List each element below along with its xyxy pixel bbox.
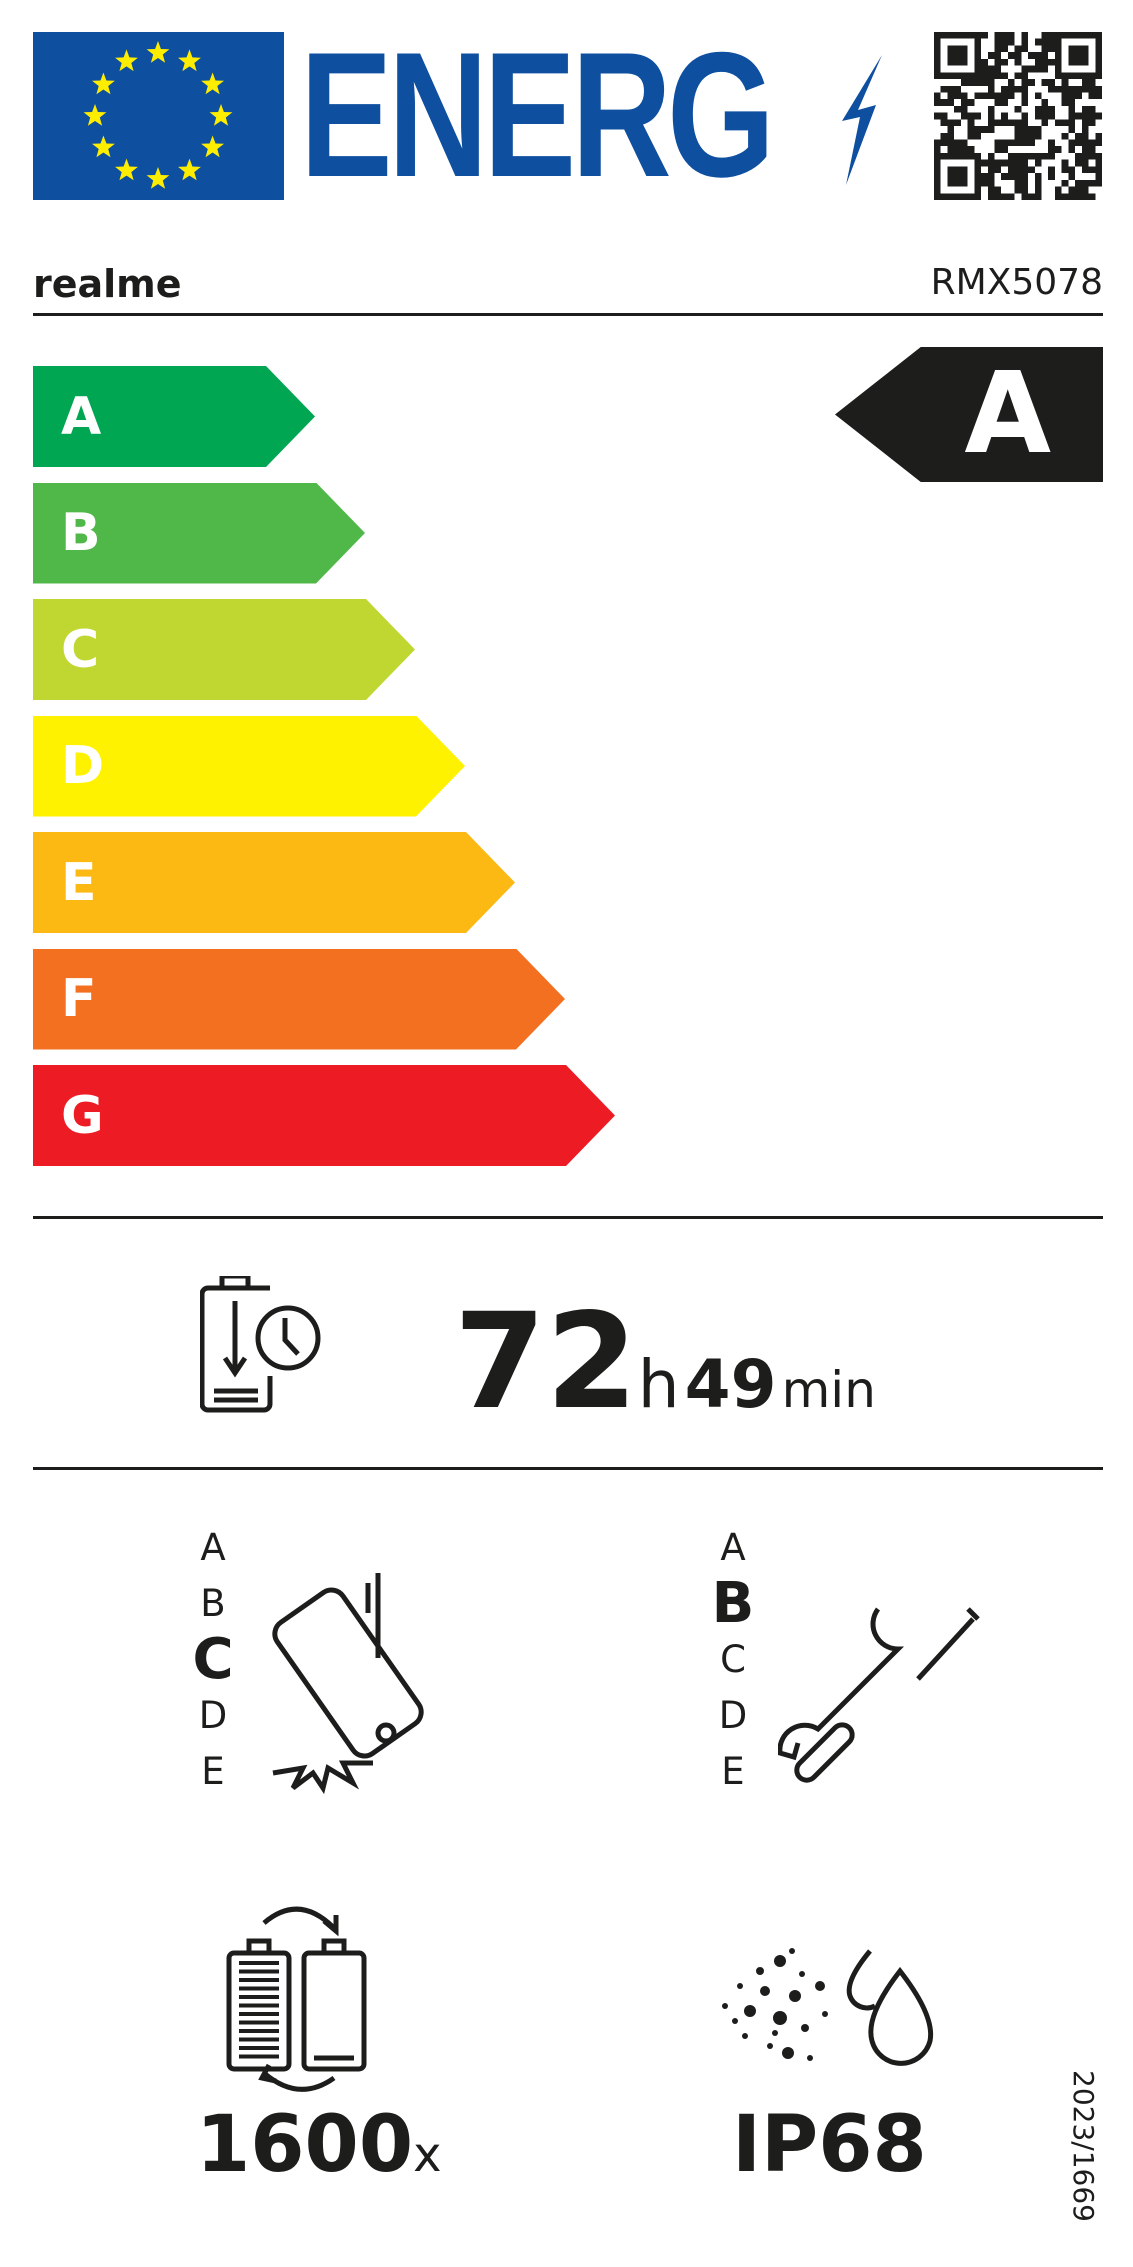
energy-class-bar-e: E	[33, 832, 515, 933]
minutes-unit: min	[781, 1361, 876, 1419]
energy-class-label: C	[61, 619, 100, 680]
energy-class-bar-c: C	[33, 599, 415, 700]
hours-unit: h	[637, 1346, 680, 1423]
energy-class-label: D	[61, 736, 105, 796]
star-icon	[83, 104, 107, 126]
cycles-unit: x	[413, 2127, 442, 2183]
scale-letter: B	[711, 1571, 755, 1636]
divider	[33, 1216, 1103, 1219]
scale-letter: D	[198, 1694, 228, 1737]
energy-class-bar-a: A	[33, 366, 315, 467]
lightning-icon	[842, 55, 882, 185]
energy-logo: ENERG	[300, 15, 775, 214]
energy-class-bar-g: G	[33, 1065, 615, 1166]
model-identifier: RMX5078	[930, 262, 1103, 303]
scale-letter: C	[192, 1627, 234, 1692]
star-icon	[201, 135, 224, 158]
hours-value: 72	[454, 1285, 638, 1439]
scale-letter: E	[201, 1750, 225, 1793]
scale-letter: B	[200, 1582, 226, 1625]
wrench-screwdriver-icon	[778, 1607, 980, 1783]
energy-class-indicator: A	[835, 347, 1103, 482]
energy-class-label: G	[61, 1085, 104, 1146]
minutes-value: 49	[684, 1346, 777, 1423]
scale-letter: A	[200, 1526, 226, 1569]
divider	[33, 313, 1103, 316]
battery-cycles-icon	[226, 1906, 367, 2092]
scale-letter: A	[720, 1526, 746, 1569]
falling-phone-icon	[272, 1573, 424, 1795]
energy-class-label: F	[61, 969, 97, 1029]
star-icon	[178, 158, 201, 181]
energy-class-bar-f: F	[33, 948, 565, 1050]
battery-endurance: 72h 49 min	[454, 1285, 876, 1439]
ip-rating: IP68	[732, 2100, 927, 2190]
supplier-name: realme	[33, 262, 182, 306]
star-icon	[209, 104, 233, 126]
star-icon	[92, 72, 115, 95]
star-icon	[115, 49, 138, 72]
star-icon	[178, 49, 201, 72]
eu-flag	[33, 32, 284, 200]
energy-class-label: A	[61, 386, 102, 447]
star-icon	[115, 158, 138, 181]
cycles-value: 1600	[196, 2100, 414, 2190]
scale-letter: C	[720, 1638, 746, 1681]
energy-class-bar-d: D	[33, 715, 465, 817]
energy-class-label: E	[61, 852, 97, 913]
battery-cycles: 1600x	[196, 2100, 442, 2190]
regulation-number: 2023/1669	[1067, 2070, 1100, 2222]
scale-letter: D	[718, 1694, 748, 1737]
star-icon	[146, 41, 170, 63]
energy-class-label: B	[61, 503, 101, 563]
star-icon	[92, 135, 115, 158]
star-icon	[201, 72, 224, 95]
qr-code[interactable]	[933, 32, 1103, 200]
scale-letter: E	[721, 1750, 745, 1793]
star-icon	[146, 167, 170, 189]
divider	[33, 1467, 1103, 1470]
energy-class-bar-b: B	[33, 482, 365, 584]
eu-stars-icon	[83, 41, 233, 189]
dust-water-icon	[722, 1948, 934, 2066]
battery-clock-icon	[200, 1276, 321, 1413]
